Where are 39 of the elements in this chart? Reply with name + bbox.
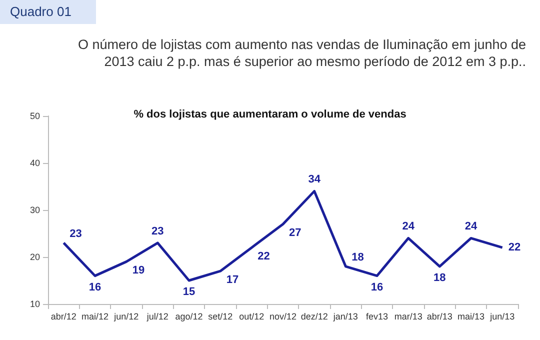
x-tick-label: jul/12 — [146, 312, 168, 322]
data-label: 19 — [132, 264, 145, 277]
data-label: 34 — [308, 174, 322, 186]
x-tick-label: ago/12 — [175, 312, 203, 322]
data-label: 24 — [464, 220, 478, 233]
data-label: 18 — [434, 272, 446, 284]
y-tick-label: 20 — [30, 252, 40, 262]
data-label: 16 — [370, 281, 384, 294]
data-label: 27 — [289, 227, 302, 240]
x-tick-label: abr/12 — [50, 312, 76, 322]
chart-subtitle: O número de lojistas com aumento nas vendas de Iluminação em junho de 2013 caiu 2 p.p. mas é superior ao mesmo período de 2012 em 3 p.p.. — [76, 36, 526, 70]
data-label: 23 — [70, 228, 82, 240]
x-tick-label: nov/12 — [269, 312, 297, 322]
x-tick-label: mai/13 — [457, 312, 485, 322]
line-series — [62, 190, 504, 282]
x-tick-label: dez/12 — [300, 312, 328, 322]
x-tick-label: jun/13 — [489, 312, 515, 322]
x-tick-label: mar/13 — [394, 312, 422, 322]
data-label: 23 — [152, 225, 164, 238]
data-label: 22 — [258, 250, 270, 263]
x-tick-label: jun/12 — [113, 312, 139, 322]
y-tick-label: 40 — [30, 158, 40, 168]
y-tick-label: 50 — [30, 111, 40, 121]
y-tick-label: 30 — [30, 205, 40, 215]
chart-title: % dos lojistas que aumentaram o volume de vendas — [134, 108, 406, 120]
data-label: 18 — [352, 251, 364, 264]
data-label: 16 — [88, 281, 102, 294]
text: Quadro 01 — [0, 0, 96, 24]
data-label: 22 — [508, 242, 521, 254]
y-tick-label: 10 — [30, 299, 40, 309]
x-tick-label: mai/12 — [81, 312, 109, 322]
x-tick-label: fev13 — [366, 312, 388, 322]
data-label: 15 — [182, 286, 196, 298]
x-tick-label: jan/13 — [332, 312, 358, 322]
x-tick-label: abr/13 — [426, 312, 452, 322]
x-tick-label: out/12 — [239, 312, 264, 322]
data-label: 24 — [402, 220, 416, 233]
x-tick-label: set/12 — [208, 312, 233, 322]
data-label: 17 — [226, 274, 239, 286]
